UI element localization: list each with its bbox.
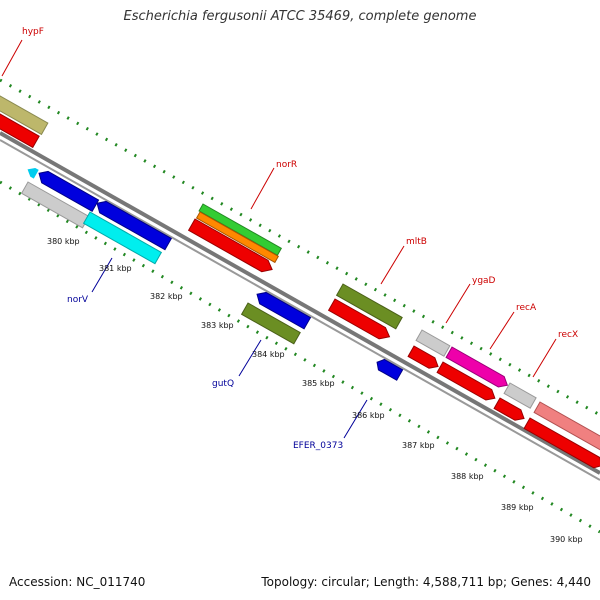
backbone-line-outer	[0, 131, 600, 475]
gene-blue-norV[interactable]	[94, 198, 173, 251]
accession-text: Accession: NC_011740	[9, 575, 146, 589]
gene-recA[interactable]	[445, 346, 510, 390]
kbp-label: 384 kbp	[252, 350, 285, 359]
label-EFER_0373: EFER_0373	[293, 441, 343, 451]
lower-tick-guide	[0, 180, 600, 534]
gene-red-right[interactable]	[523, 417, 600, 471]
label-gutQ: gutQ	[212, 379, 234, 389]
map-title: Escherichia fergusonii ATCC 35469, compl…	[123, 9, 477, 24]
gene-ygaD[interactable]	[415, 329, 451, 357]
gene-red-mid2[interactable]	[327, 298, 393, 343]
kbp-label: 386 kbp	[352, 411, 385, 420]
label-norV: norV	[67, 295, 89, 305]
gene-orange[interactable]	[195, 211, 280, 264]
gene-red-left[interactable]	[0, 113, 40, 149]
kbp-label: 389 kbp	[501, 503, 534, 512]
gene-gutQ[interactable]	[240, 302, 301, 345]
label-hypF: hypF	[22, 27, 44, 37]
gene-blue-gutQ[interactable]	[254, 289, 312, 330]
leader-norR	[250, 167, 275, 210]
gene-EFER_0373[interactable]	[374, 357, 404, 381]
kbp-label: 382 kbp	[150, 292, 183, 301]
label-recX: recX	[558, 330, 578, 340]
gene-mltB[interactable]	[335, 283, 403, 330]
gene-blue-left[interactable]	[36, 168, 100, 213]
backbone-line-inner	[0, 139, 600, 481]
kbp-label: 387 kbp	[402, 441, 435, 450]
label-recA: recA	[516, 303, 537, 313]
upper-tick-guide	[0, 78, 600, 417]
topology-text: Topology: circular; Length: 4,588,711 bp…	[261, 575, 591, 589]
label-ygaD: ygaD	[472, 276, 496, 286]
leader-EFER_0373	[343, 399, 368, 439]
label-norR: norR	[276, 160, 297, 170]
gene-red-small[interactable]	[407, 345, 441, 372]
leader-recA	[489, 311, 515, 350]
leader-hypF	[1, 39, 23, 77]
gene-hypF[interactable]	[0, 95, 49, 136]
kbp-label: 383 kbp	[201, 321, 234, 330]
gene-red-mid1[interactable]	[187, 218, 275, 276]
gene-norV[interactable]	[82, 211, 163, 265]
leader-ygaD	[445, 283, 471, 324]
kbp-label: 385 kbp	[302, 379, 335, 388]
gene-red-recX-small[interactable]	[493, 397, 527, 424]
gene-grey-recX[interactable]	[503, 382, 537, 409]
leader-gutQ	[238, 339, 262, 377]
kbp-label: 381 kbp	[99, 264, 132, 273]
label-mltB: mltB	[406, 237, 427, 247]
gene-red-recA[interactable]	[436, 361, 498, 403]
leader-recX	[532, 338, 557, 378]
leader-mltB	[380, 245, 405, 285]
kbp-label: 388 kbp	[451, 472, 484, 481]
gene-cyan-small[interactable]	[25, 165, 39, 179]
leader-norV	[91, 257, 113, 293]
kbp-label: 390 kbp	[550, 535, 583, 544]
gene-recX[interactable]	[533, 401, 600, 453]
kbp-label: 380 kbp	[47, 237, 80, 246]
